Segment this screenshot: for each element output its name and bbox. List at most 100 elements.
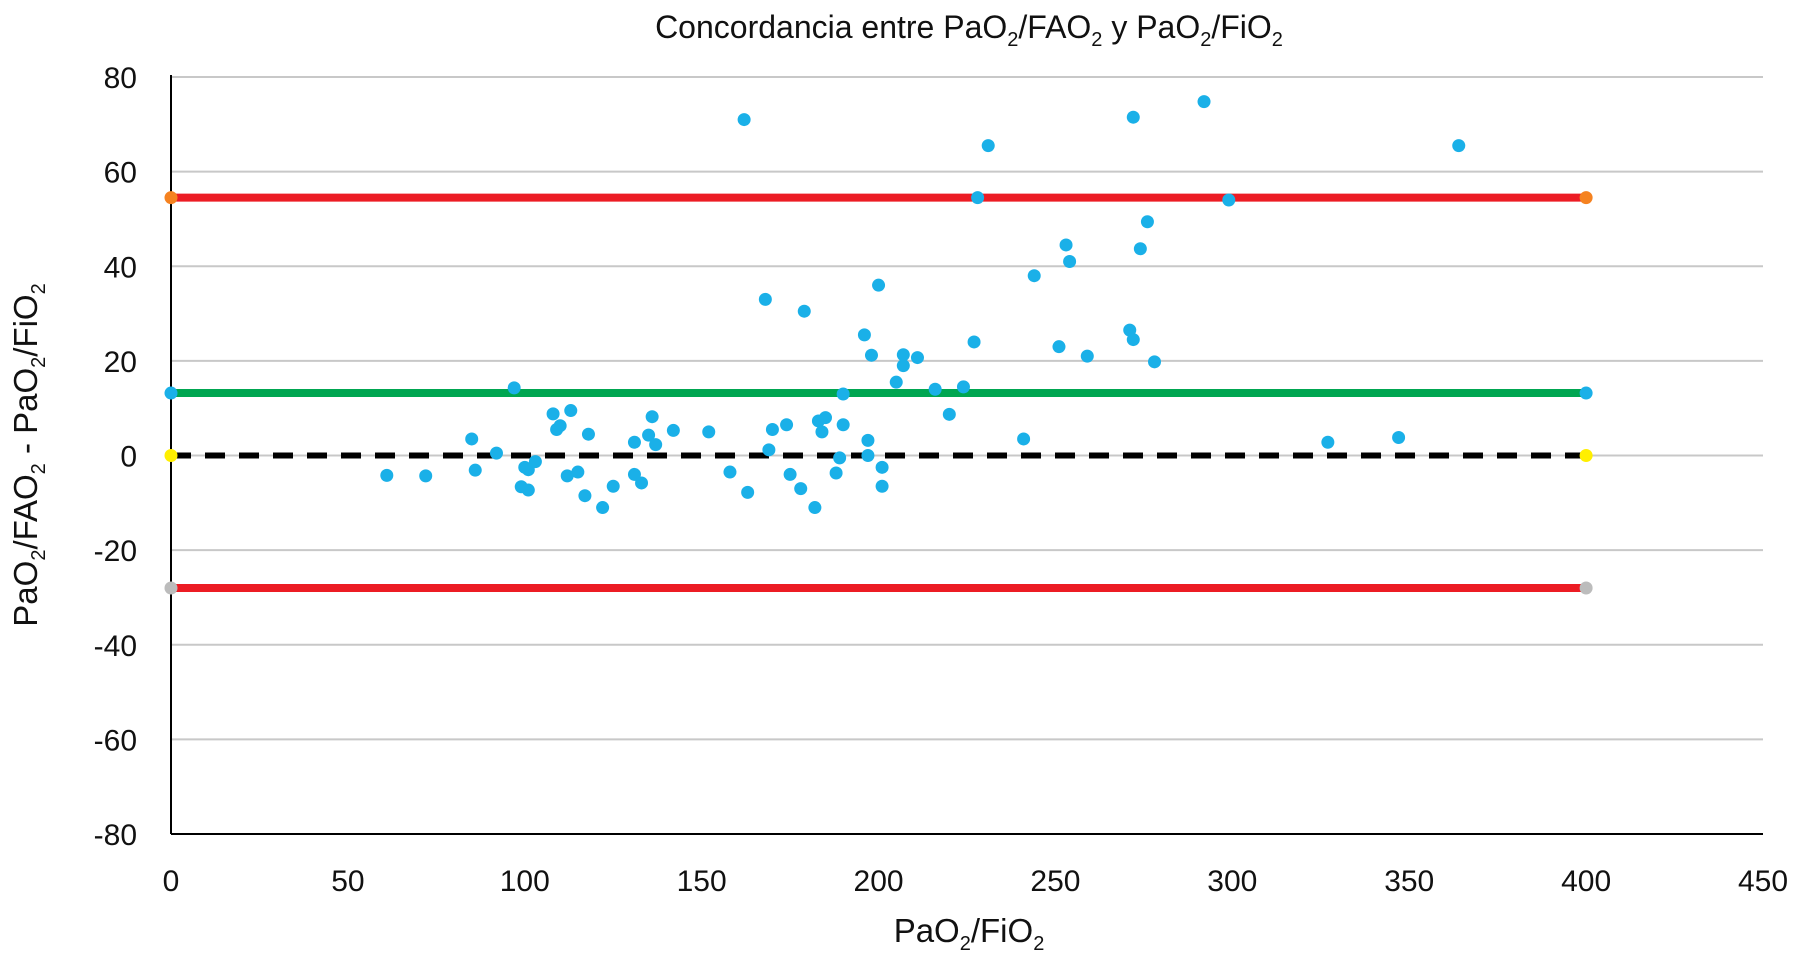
data-point [833,451,847,465]
data-point [818,411,832,425]
data-point [1027,269,1041,283]
subscript: 2 [1091,29,1102,51]
x-tick-label: 350 [1384,865,1434,898]
reference-endpoint [1579,191,1593,205]
data-point [1059,238,1073,252]
data-point [857,328,871,342]
data-point [649,438,663,452]
x-tick-label: 100 [500,865,550,898]
data-point [606,479,620,493]
subscript: 2 [1007,29,1018,51]
data-points-layer [380,95,1466,515]
data-point [627,467,641,481]
subscript: 2 [1272,29,1283,51]
data-point [861,449,875,462]
text-segment: y PaO [1102,9,1200,45]
data-point [780,418,794,432]
data-point [1063,255,1077,269]
text-segment: Concordancia entre PaO [655,9,1007,45]
y-tick-label: 20 [104,346,137,379]
chart-title: Concordancia entre PaO2/FAO2 y PaO2/FiO2 [655,9,1283,51]
reference-endpoint [164,386,178,400]
data-point [971,191,985,205]
data-point [737,113,751,127]
data-point [528,455,542,469]
data-point [942,407,956,421]
text-segment: /FiO [7,294,44,356]
subscript: 2 [960,933,971,955]
text-segment: - PaO [7,368,44,463]
data-point [1052,340,1066,354]
data-point [419,469,433,483]
data-point [627,435,641,449]
data-point [861,433,875,447]
y-tick-label: 60 [104,157,137,190]
data-point [507,381,521,395]
data-point [489,446,503,460]
data-point [836,418,850,432]
data-point [723,465,737,479]
data-point [578,489,592,503]
subscript: 2 [28,463,50,474]
reference-endpoint [164,449,178,462]
data-point [797,304,811,318]
text-segment: /FiO [1211,9,1271,45]
text-segment: /FiO [971,912,1033,949]
data-point [1452,139,1466,153]
data-point [956,380,970,394]
data-point [645,410,659,424]
data-point [702,425,716,439]
data-point [829,466,843,480]
data-point [875,460,889,474]
y-tick-label: -20 [94,535,137,568]
data-point [1017,432,1031,446]
data-point [560,469,574,483]
text-segment: /FAO [1018,9,1091,45]
data-point [872,278,886,292]
y-tick-label: -60 [94,724,137,757]
data-point [967,335,981,349]
data-point [1126,333,1140,347]
data-point [635,476,649,490]
x-tick-label: 150 [677,865,727,898]
reference-endpoint [1579,386,1593,400]
y-tick-label: 40 [104,251,137,284]
y-tick-label: 0 [120,441,137,474]
data-point [875,479,889,493]
data-point [981,139,995,153]
text-segment: PaO [7,561,44,627]
data-point [783,467,797,481]
data-point [666,423,680,437]
x-axis-label: PaO2/FiO2 [894,912,1045,955]
y-tick-label: -80 [94,819,137,852]
x-tick-label: 450 [1738,865,1788,898]
data-point [1392,431,1406,445]
y-tick-label: 80 [104,62,137,95]
reference-lines-layer [164,191,1593,595]
data-point [741,485,755,499]
reference-endpoint [164,581,178,595]
data-point [896,359,910,373]
y-tick-label: -40 [94,630,137,663]
x-tick-label: 300 [1207,865,1257,898]
data-point [808,501,822,515]
data-point [1126,110,1140,124]
data-point [1148,355,1162,369]
data-point [765,422,779,436]
y-axis-label: PaO2/FAO2 - PaO2/FiO2 [7,283,50,626]
data-point [794,482,808,496]
x-tick-label: 250 [1030,865,1080,898]
x-tick-label: 200 [854,865,904,898]
data-point [1140,215,1154,229]
subscript: 2 [1033,933,1044,955]
data-point [571,465,585,479]
data-point [1133,242,1147,256]
data-point [758,292,772,306]
data-point [546,407,560,421]
x-tick-label: 0 [163,865,180,898]
data-point [380,468,394,482]
data-point [1080,349,1094,363]
data-point [581,427,595,441]
x-tick-label: 50 [331,865,364,898]
